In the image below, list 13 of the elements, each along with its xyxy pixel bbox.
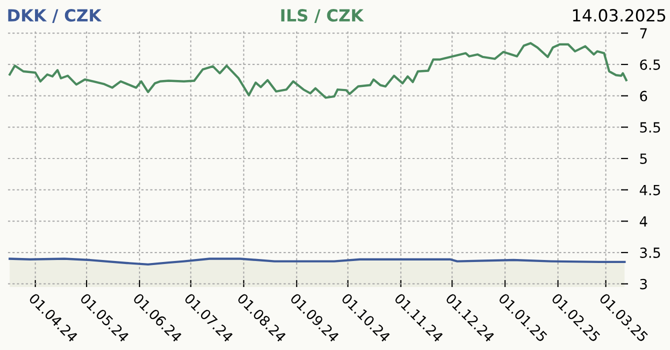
- y-tick-label: 4.5: [640, 184, 660, 196]
- y-tick-label: 3: [640, 278, 647, 290]
- y-tick-label: 6.5: [640, 59, 660, 70]
- text: ILS / CZK: [281, 9, 364, 23]
- y-tick-label: 5: [640, 154, 647, 164]
- chart-title: 14.03.2025: [573, 9, 666, 22]
- y-tick-label: 3.5: [640, 247, 660, 258]
- y-tick-label: 4: [640, 216, 648, 226]
- y-tick-label: 5.5: [640, 122, 660, 133]
- line-series: [8, 42, 628, 99]
- y-tick-label: 7: [640, 28, 647, 38]
- y-tick-label: 6: [640, 90, 648, 102]
- text: DKK / CZK: [8, 9, 102, 23]
